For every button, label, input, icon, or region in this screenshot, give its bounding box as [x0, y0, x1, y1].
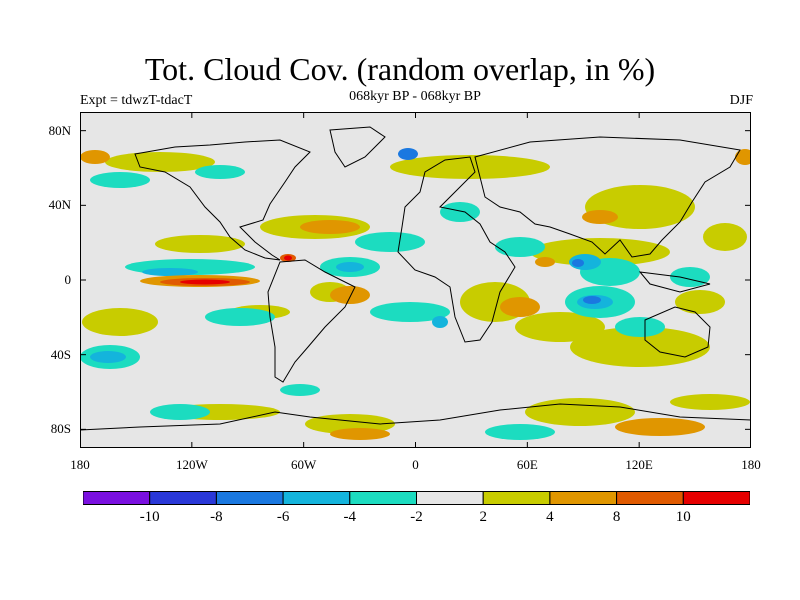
europe-africa-coast — [397, 156, 516, 343]
x-tick-label: 180 — [70, 457, 90, 472]
colorbar-label: 8 — [612, 509, 621, 525]
colorbar-label: 4 — [546, 509, 554, 525]
australia-coast — [644, 306, 711, 358]
colorbar-box — [416, 491, 484, 505]
colorbar-label: -10 — [139, 509, 160, 525]
anomaly-red — [180, 255, 292, 285]
colorbar-box — [83, 491, 151, 505]
colorbar-label: 2 — [479, 509, 487, 525]
colorbar-box — [616, 491, 684, 505]
colorbar-label: 10 — [675, 509, 691, 525]
anomaly-field — [80, 148, 751, 440]
y-tick-label: 40S — [50, 346, 71, 362]
coastlines — [80, 126, 751, 431]
antarctica-coast — [80, 403, 751, 431]
x-tick-label: 180 — [741, 457, 761, 472]
chart-title: Tot. Cloud Cov. (random overlap, in %) — [144, 51, 656, 87]
indonesia-coast — [638, 271, 711, 293]
cloud-cover-map — [80, 112, 751, 448]
anomaly-blue — [398, 148, 601, 304]
x-tick-label: 60E — [516, 457, 538, 472]
colorbar — [83, 491, 750, 505]
south-america-coast — [267, 259, 356, 383]
greenland-coast — [329, 126, 386, 168]
y-tick-label: 80S — [50, 421, 71, 437]
colorbar-box — [682, 491, 750, 505]
colorbar-box — [549, 491, 618, 505]
north-america-coast — [134, 139, 311, 261]
y-tick-label: 0 — [64, 272, 72, 287]
colorbar-box — [215, 491, 284, 505]
colorbar-label: -4 — [343, 509, 357, 525]
y-tick-label: 40N — [48, 197, 71, 213]
season-label: DJF — [729, 93, 753, 108]
colorbar-box — [349, 491, 417, 505]
colorbar-label: -8 — [210, 509, 223, 525]
colorbar-box — [149, 491, 217, 505]
y-tick-label: 80N — [48, 122, 71, 138]
map-ticks — [80, 112, 751, 448]
asia-coast — [474, 136, 741, 258]
x-tick-label: 120E — [625, 457, 653, 472]
experiment-label: Expt = tdwzT-tdacT — [80, 93, 193, 108]
colorbar-box — [282, 491, 351, 505]
chart-subtitle: 068kyr BP - 068kyr BP — [349, 89, 481, 104]
x-tick-label: 120W — [175, 457, 208, 472]
anomaly-lightblue — [90, 254, 613, 363]
x-tick-label: 0 — [412, 457, 419, 472]
colorbar-box — [482, 491, 551, 505]
x-tick-label: 60W — [291, 457, 317, 472]
colorbar-label: -6 — [276, 509, 290, 525]
colorbar-label: -2 — [410, 509, 423, 525]
